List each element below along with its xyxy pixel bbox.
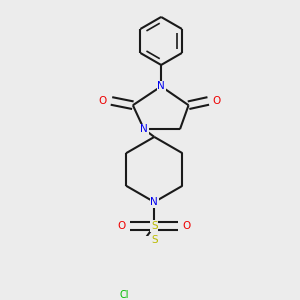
Text: O: O: [213, 96, 221, 106]
Text: S: S: [151, 221, 158, 231]
Text: N: N: [140, 124, 148, 134]
Text: O: O: [99, 96, 107, 106]
Text: O: O: [183, 221, 191, 231]
Text: Cl: Cl: [119, 290, 129, 300]
Text: S: S: [151, 235, 158, 245]
Text: O: O: [118, 221, 126, 231]
Text: N: N: [150, 197, 158, 207]
Text: N: N: [157, 81, 165, 92]
